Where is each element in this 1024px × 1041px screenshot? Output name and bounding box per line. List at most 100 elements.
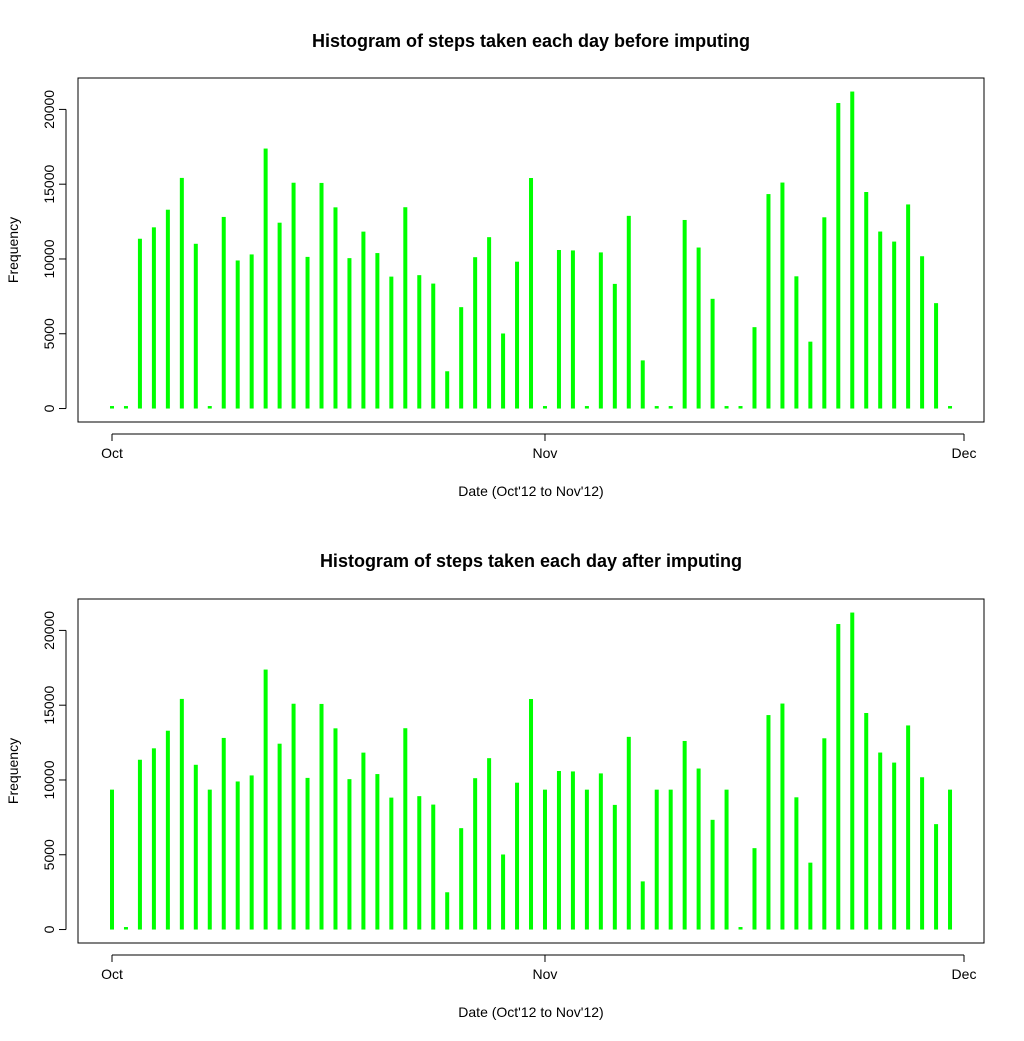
bar bbox=[864, 713, 869, 930]
plot-box bbox=[77, 77, 985, 423]
bar bbox=[305, 256, 310, 409]
x-tick-label: Dec bbox=[952, 445, 977, 461]
bar bbox=[640, 881, 645, 930]
bar bbox=[780, 703, 785, 930]
bar bbox=[766, 715, 771, 930]
bar bbox=[626, 215, 631, 409]
bar bbox=[906, 725, 911, 930]
x-tick-label: Dec bbox=[952, 966, 977, 982]
bar bbox=[375, 774, 380, 930]
bar bbox=[403, 728, 408, 930]
bar bbox=[473, 257, 478, 409]
bar bbox=[529, 178, 534, 409]
bar bbox=[780, 182, 785, 409]
y-axis-label: Frequency bbox=[5, 217, 21, 283]
bar bbox=[640, 360, 645, 409]
y-axis: 0 5000 10000 15000 20000 bbox=[41, 90, 67, 412]
bar bbox=[612, 804, 617, 930]
y-tick-label: 20000 bbox=[41, 90, 57, 129]
chart-panel-after: Histogram of steps taken each day after … bbox=[5, 551, 985, 1020]
bar bbox=[948, 789, 953, 930]
bar bbox=[864, 192, 869, 409]
bar bbox=[542, 406, 547, 409]
bar bbox=[165, 730, 170, 930]
bar bbox=[487, 237, 492, 409]
x-axis: Oct Nov Dec bbox=[101, 433, 977, 461]
bar bbox=[598, 773, 603, 930]
bar bbox=[347, 258, 352, 409]
chart-title: Histogram of steps taken each day after … bbox=[320, 551, 742, 571]
bar bbox=[403, 207, 408, 409]
x-tick-label: Oct bbox=[101, 445, 123, 461]
bar bbox=[738, 927, 743, 930]
bar bbox=[333, 207, 338, 409]
bar bbox=[193, 243, 198, 409]
bar bbox=[710, 298, 715, 409]
bar bbox=[445, 892, 450, 930]
bars-group bbox=[110, 612, 953, 930]
bar bbox=[291, 182, 296, 409]
bar bbox=[347, 779, 352, 930]
bar bbox=[445, 371, 450, 409]
bar bbox=[333, 728, 338, 930]
bar bbox=[207, 789, 212, 930]
bar bbox=[263, 148, 268, 409]
bar bbox=[221, 216, 226, 409]
bar bbox=[808, 862, 813, 930]
bar bbox=[277, 222, 282, 409]
bar bbox=[123, 927, 128, 930]
bar bbox=[752, 327, 757, 409]
x-tick-label: Nov bbox=[533, 445, 558, 461]
bar bbox=[892, 762, 897, 930]
y-tick-label: 15000 bbox=[41, 686, 57, 725]
bar bbox=[501, 333, 506, 409]
bar bbox=[123, 406, 128, 409]
bar bbox=[431, 283, 436, 409]
bar bbox=[249, 775, 254, 930]
bar bbox=[626, 736, 631, 930]
bar bbox=[668, 406, 673, 409]
bar bbox=[235, 260, 240, 409]
bar bbox=[710, 819, 715, 930]
chart-title: Histogram of steps taken each day before… bbox=[312, 31, 750, 51]
bar bbox=[179, 698, 184, 930]
bar bbox=[556, 771, 561, 930]
bar bbox=[515, 782, 520, 930]
bar bbox=[249, 254, 254, 409]
y-axis-label: Frequency bbox=[5, 738, 21, 804]
y-tick-label: 0 bbox=[41, 925, 57, 933]
bar bbox=[235, 781, 240, 930]
bar bbox=[263, 669, 268, 930]
bar bbox=[738, 406, 743, 409]
bar bbox=[598, 252, 603, 409]
bar bbox=[473, 778, 478, 930]
bar bbox=[529, 699, 534, 930]
chart-panel-before: Histogram of steps taken each day before… bbox=[5, 31, 985, 499]
bar bbox=[361, 231, 366, 409]
x-tick-label: Nov bbox=[533, 966, 558, 982]
bar bbox=[389, 797, 394, 930]
bar bbox=[836, 103, 841, 409]
x-axis-label: Date (Oct'12 to Nov'12) bbox=[458, 483, 603, 499]
bar bbox=[696, 768, 701, 930]
y-tick-label: 10000 bbox=[41, 239, 57, 278]
plot-box bbox=[77, 598, 985, 944]
bar bbox=[556, 250, 561, 409]
y-tick-label: 5000 bbox=[41, 318, 57, 349]
y-tick-label: 15000 bbox=[41, 165, 57, 204]
bar bbox=[654, 406, 659, 409]
y-tick-label: 10000 bbox=[41, 760, 57, 799]
bar bbox=[892, 241, 897, 409]
bar bbox=[137, 238, 142, 409]
bar bbox=[612, 283, 617, 409]
bar bbox=[277, 743, 282, 930]
bar bbox=[850, 91, 855, 409]
bar bbox=[934, 824, 939, 930]
bar bbox=[417, 796, 422, 930]
bar bbox=[794, 797, 799, 930]
bar bbox=[682, 219, 687, 409]
bar bbox=[668, 789, 673, 930]
bar bbox=[724, 789, 729, 930]
y-axis: 0 5000 10000 15000 20000 bbox=[41, 611, 67, 933]
